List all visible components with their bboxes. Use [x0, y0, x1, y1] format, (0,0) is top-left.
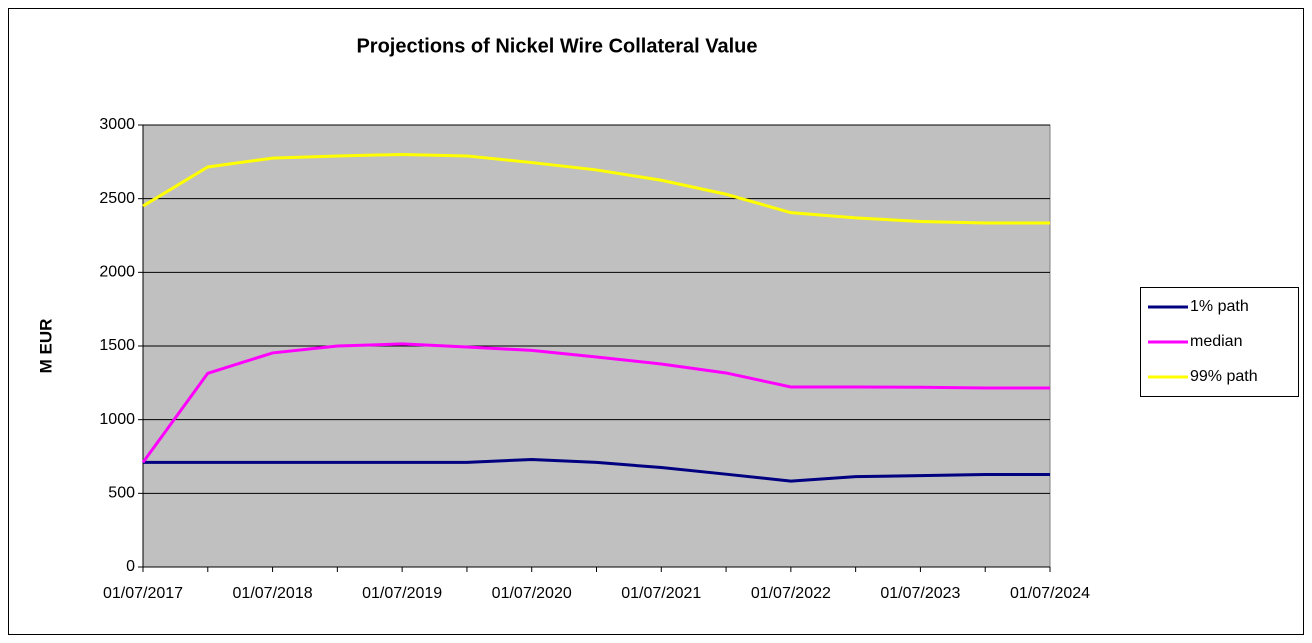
x-tick-label: 01/07/2024 — [1010, 585, 1090, 602]
series-line — [141, 342, 1050, 464]
chart-title: Projections of Nickel Wire Collateral Va… — [356, 35, 757, 57]
y-tick-label: 1000 — [99, 411, 135, 428]
y-tick-label: 2000 — [99, 264, 135, 281]
y-axis-label: M EUR — [36, 319, 55, 374]
legend-label: median — [1190, 333, 1242, 350]
x-tick-label: 01/07/2021 — [621, 585, 701, 602]
x-tick-label: 01/07/2023 — [880, 585, 960, 602]
y-tick-label: 2500 — [99, 190, 135, 207]
legend-label: 99% path — [1190, 368, 1258, 385]
x-tick-label: 01/07/2020 — [492, 585, 572, 602]
series-line — [143, 457, 1050, 483]
x-tick-label: 01/07/2018 — [233, 585, 313, 602]
y-tick-label: 1500 — [99, 337, 135, 354]
legend-label: 1% path — [1190, 298, 1249, 315]
y-tick-label: 3000 — [99, 116, 135, 133]
x-tick-label: 01/07/2017 — [103, 585, 183, 602]
x-tick-label: 01/07/2022 — [751, 585, 831, 602]
x-tick-label: 01/07/2019 — [362, 585, 442, 602]
y-tick-label: 0 — [126, 558, 135, 575]
y-tick-label: 500 — [108, 485, 135, 502]
series-line — [142, 152, 1050, 225]
